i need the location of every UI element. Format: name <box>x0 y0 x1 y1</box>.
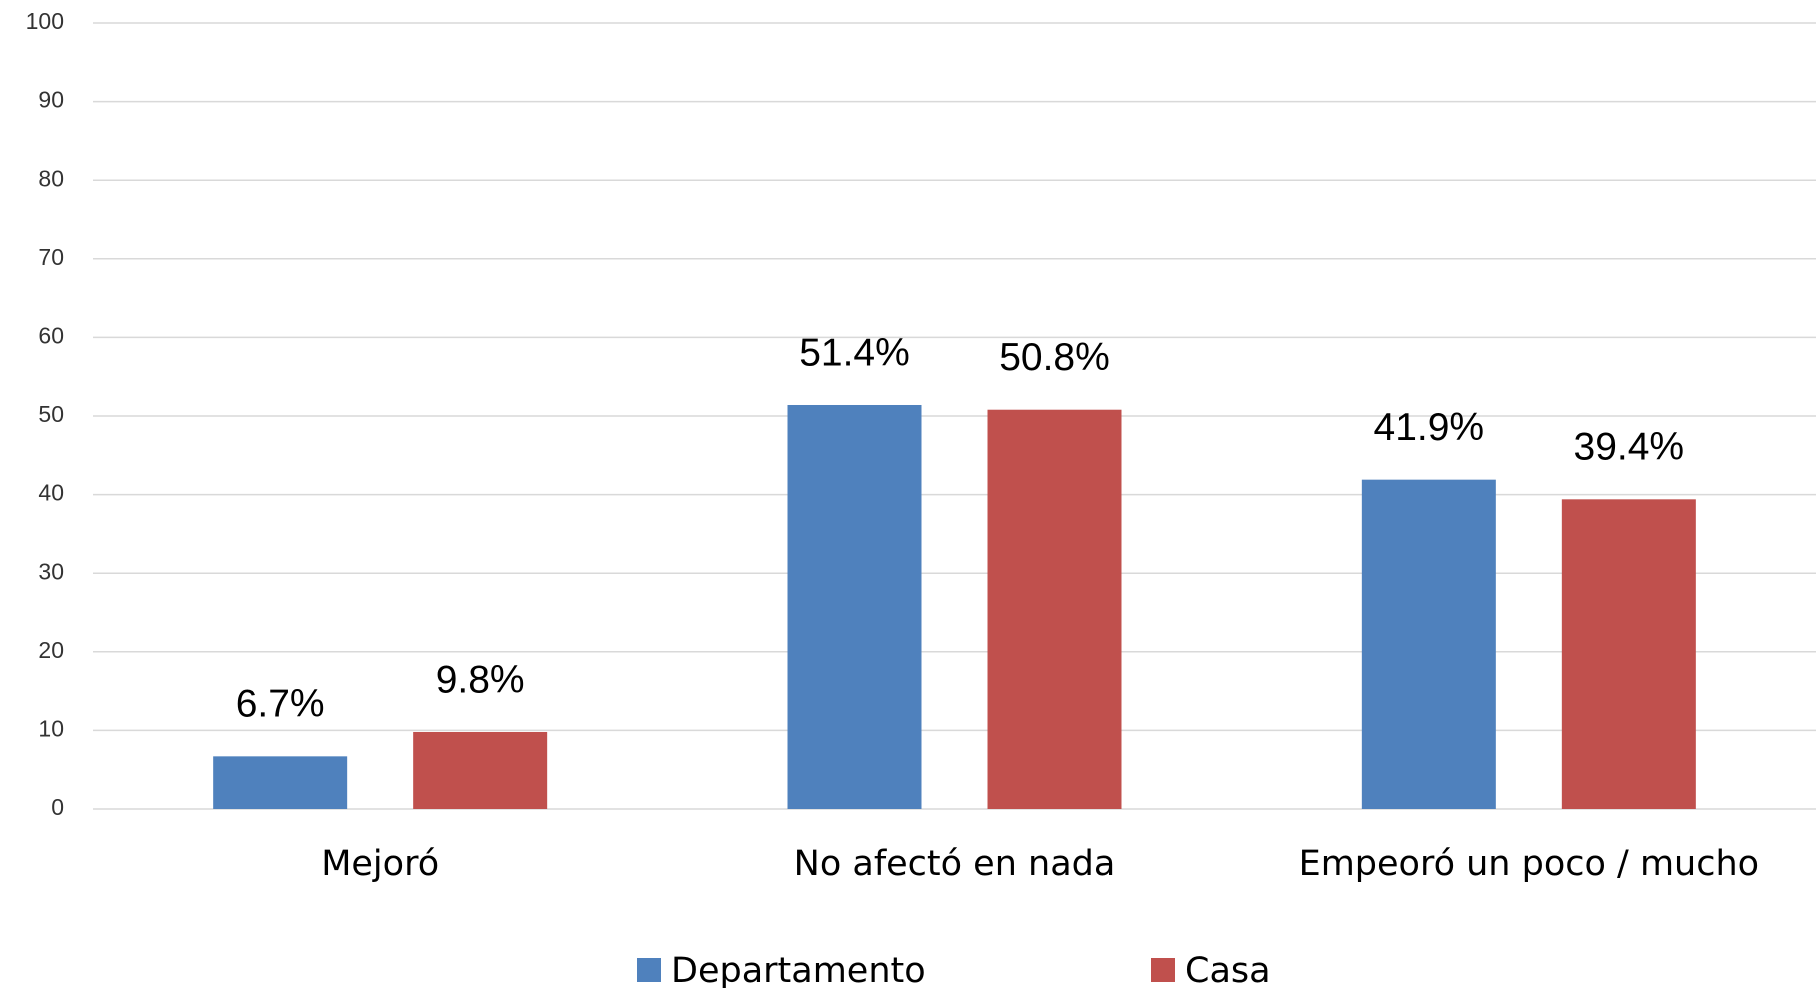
legend-label: Casa <box>1185 951 1271 988</box>
bar <box>787 404 922 809</box>
x-tick-label: No afectó en nada <box>794 844 1116 884</box>
data-label: 41.9% <box>1374 406 1485 449</box>
y-tick-label: 90 <box>38 87 64 113</box>
data-label: 6.7% <box>236 683 325 726</box>
y-tick-label: 40 <box>38 480 64 506</box>
y-tick-label: 80 <box>38 165 64 191</box>
bar <box>1561 499 1696 809</box>
legend-swatch <box>637 958 661 982</box>
y-tick-label: 60 <box>38 322 64 348</box>
data-label: 39.4% <box>1574 426 1685 469</box>
data-label: 50.8% <box>999 336 1110 379</box>
bar <box>987 409 1122 809</box>
data-label: 9.8% <box>436 658 525 701</box>
y-tick-label: 20 <box>38 637 64 663</box>
bar <box>213 756 348 809</box>
bar <box>413 731 548 809</box>
x-tick-label: Empeoró un poco / mucho <box>1299 844 1759 884</box>
legend-label: Departamento <box>671 951 926 988</box>
y-tick-label: 0 <box>51 794 64 820</box>
bar <box>1361 479 1496 809</box>
y-tick-label: 30 <box>38 558 64 584</box>
y-tick-label: 70 <box>38 244 64 270</box>
x-tick-label: Mejoró <box>321 844 439 884</box>
legend-swatch <box>1151 958 1175 982</box>
y-tick-label: 50 <box>38 401 64 427</box>
y-tick-label: 10 <box>38 715 64 741</box>
y-tick-label: 100 <box>26 8 64 34</box>
data-label: 51.4% <box>799 331 910 374</box>
